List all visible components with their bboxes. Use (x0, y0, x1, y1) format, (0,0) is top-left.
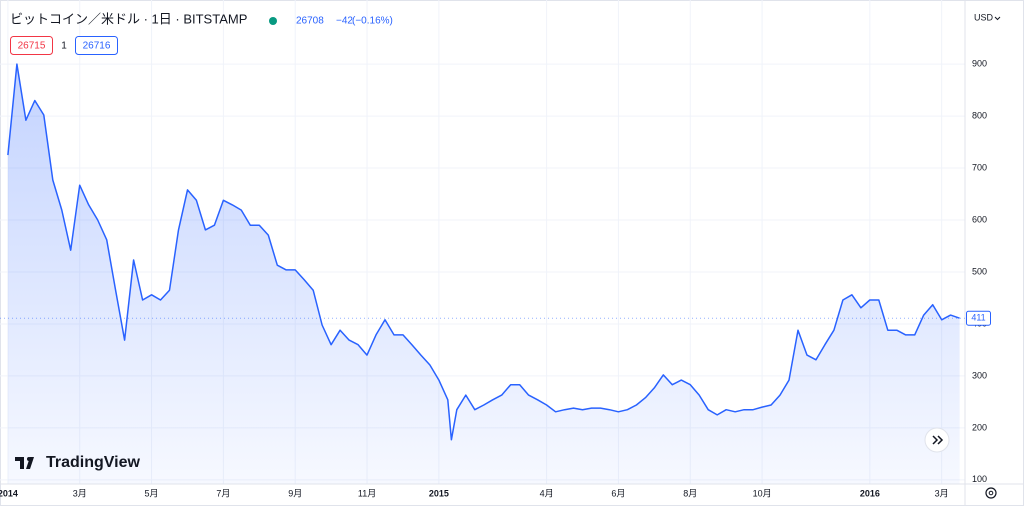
price-line (7, 63, 960, 441)
logo-dot (27, 457, 31, 461)
settings-button[interactable] (985, 487, 997, 499)
y-tick-label: 800 (972, 110, 987, 120)
y-tick-label: 300 (972, 370, 987, 380)
y-tick-label: 100 (972, 474, 987, 484)
settings-icon (988, 490, 994, 496)
bid-box[interactable] (10, 36, 53, 55)
x-tick-label: 10月 (753, 488, 772, 498)
x-tick-label: 7月 (216, 488, 230, 498)
ask-price: 26716 (83, 41, 111, 52)
x-tick-label: 3月 (73, 488, 87, 498)
logo-text: TradingView (46, 454, 141, 471)
scroll-icon (932, 435, 944, 445)
x-tick-label: 8月 (683, 488, 697, 498)
logo: TradingView (15, 454, 141, 471)
x-tick-label: 2014 (0, 488, 18, 498)
last-price-box (966, 310, 991, 326)
chart-title: ビットコイン／米ドル · 1日 · BITSTAMP (10, 11, 247, 26)
price-change: −42 (336, 16, 353, 27)
last-price-label: 411 (971, 313, 985, 323)
x-tick-label: 6月 (611, 488, 625, 498)
currency-label[interactable]: USD (974, 12, 994, 22)
y-tick-label: 500 (972, 266, 987, 276)
x-tick-label: 5月 (145, 488, 159, 498)
x-tick-label: 11月 (358, 488, 376, 498)
x-tick-label: 4月 (540, 488, 554, 498)
x-tick-label: 2015 (429, 488, 449, 498)
bid-price: 26715 (18, 41, 46, 52)
plot-area (7, 63, 960, 484)
price-change-pct: (−0.16%) (352, 16, 393, 27)
x-tick-label: 9月 (288, 488, 302, 498)
y-tick-label: 700 (972, 162, 987, 172)
status-dot (269, 17, 277, 25)
ask-box[interactable] (75, 36, 118, 55)
last-price: 26708 (296, 16, 324, 27)
area-fill (7, 64, 960, 484)
currency-caret (994, 16, 1001, 21)
x-tick-label: 3月 (935, 488, 949, 498)
axis-layer: 10020030040050060070080090020143月5月7月9月1… (0, 58, 991, 498)
x-tick-label: 2016 (860, 488, 880, 498)
y-tick-label: 600 (972, 214, 987, 224)
y-tick-label: 200 (972, 422, 987, 432)
spread: 1 (61, 41, 67, 52)
y-tick-label: 900 (972, 58, 987, 68)
